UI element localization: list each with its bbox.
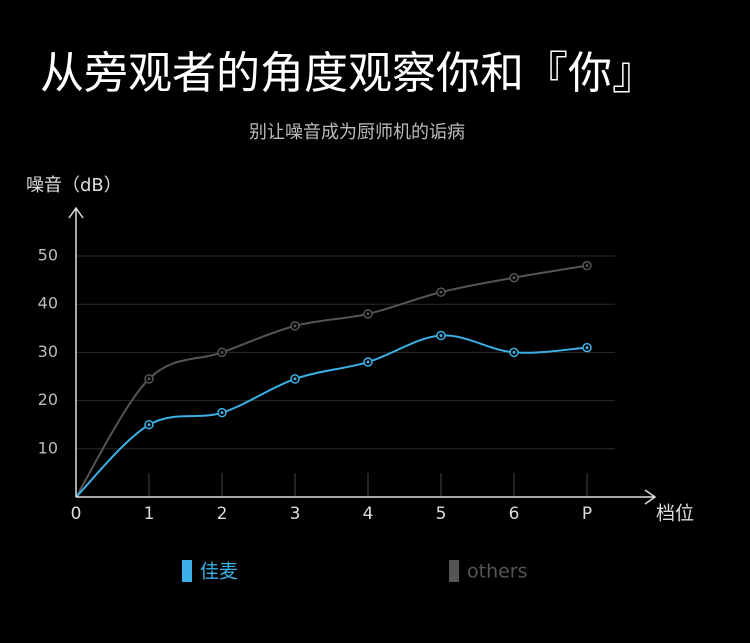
data-point	[509, 347, 519, 358]
data-point	[217, 407, 227, 418]
point-dot	[439, 334, 443, 338]
x-tick-label: P	[582, 504, 592, 524]
plot-area: 10 20 30 40 50 0 1 2 3 4 5 6 P	[38, 246, 615, 524]
y-tick-label: 50	[38, 246, 58, 265]
point-dot	[147, 377, 151, 381]
point-dot	[293, 324, 297, 328]
x-axis	[76, 489, 657, 505]
data-point	[582, 342, 592, 353]
point-dot	[220, 411, 224, 415]
data-point	[363, 309, 373, 319]
x-tick-label: 1	[144, 504, 155, 524]
point-dot	[366, 360, 370, 364]
data-point	[363, 357, 373, 367]
data-point	[144, 374, 154, 384]
x-tick-label: 4	[363, 504, 374, 524]
data-point	[144, 419, 154, 430]
data-point	[509, 272, 519, 283]
x-tick-label: 0	[71, 504, 82, 524]
point-dot	[439, 290, 443, 294]
y-axis	[68, 206, 84, 497]
x-tick-label: 3	[290, 504, 301, 524]
point-dot	[147, 423, 151, 427]
y-axis-label: 噪音（dB）	[26, 175, 122, 196]
point-dot	[585, 264, 589, 268]
data-point	[582, 260, 592, 271]
y-tick-label: 20	[38, 390, 58, 409]
x-tick-label: 2	[217, 504, 228, 524]
x-tick-label: 5	[436, 504, 447, 524]
data-point	[217, 347, 227, 358]
data-point	[290, 321, 300, 331]
point-dot	[293, 377, 297, 381]
data-point	[436, 287, 446, 297]
x-axis-label: 档位	[656, 503, 694, 525]
data-point	[290, 374, 300, 384]
y-tick-label: 30	[38, 342, 58, 361]
x-tick-label: 6	[509, 504, 520, 524]
point-dot	[585, 346, 589, 350]
point-dot	[220, 350, 224, 354]
chart-subtitle: 别让噪音成为厨师机的诟病	[249, 122, 465, 143]
legend-swatch	[449, 560, 459, 582]
legend-label: others	[467, 561, 528, 583]
point-dot	[366, 312, 370, 316]
chart-title: 从旁观者的角度观察你和『你』	[40, 48, 656, 99]
legend-label: 佳麦	[200, 561, 238, 583]
point-dot	[512, 350, 516, 354]
legend-swatch	[182, 560, 192, 582]
y-tick-label: 40	[38, 294, 58, 313]
data-point	[436, 330, 446, 341]
y-tick-label: 10	[38, 438, 58, 457]
point-dot	[512, 276, 516, 280]
